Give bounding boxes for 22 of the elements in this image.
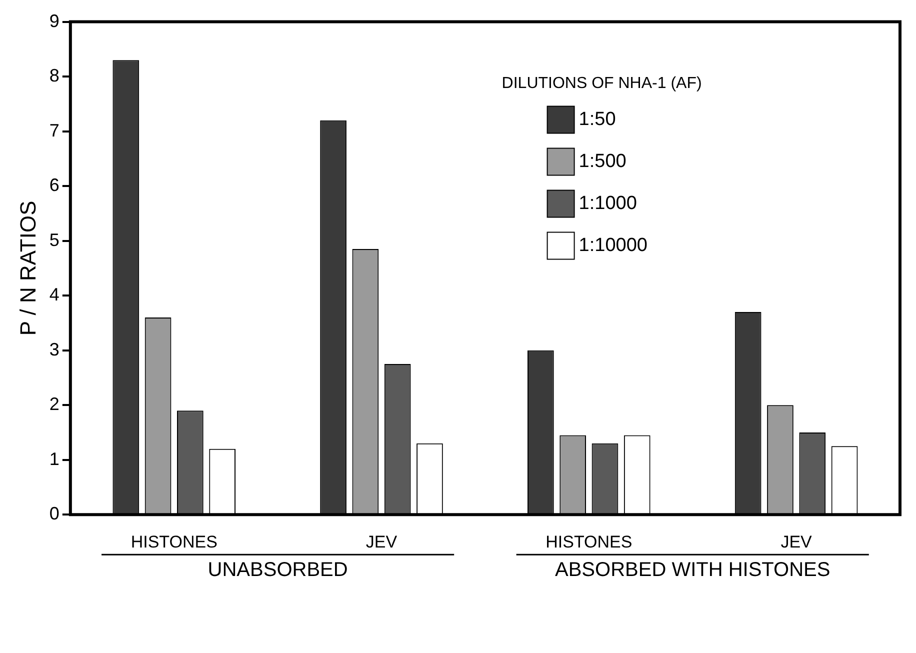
x-tick-label: JEV bbox=[366, 532, 398, 552]
y-tick-label: 3 bbox=[49, 339, 60, 360]
x-tick-label: JEV bbox=[780, 532, 813, 552]
text: UNABSORBED bbox=[208, 559, 348, 582]
x-tick-label: HISTONES bbox=[546, 532, 632, 552]
y-tick-label: 1 bbox=[49, 448, 60, 469]
legend-label: 1:1000 bbox=[578, 193, 637, 214]
y-axis-title: P / N RATIOS bbox=[15, 200, 40, 336]
y-tick-label: 7 bbox=[49, 120, 60, 140]
legend-label: 1:50 bbox=[578, 109, 616, 130]
x-tick-label: HISTONES bbox=[130, 532, 218, 552]
legend-label: 1:10000 bbox=[578, 235, 648, 256]
y-tick-label: 0 bbox=[49, 504, 60, 524]
legend-label: 1:500 bbox=[578, 151, 626, 172]
y-tick-label: 6 bbox=[49, 175, 60, 196]
legend-title: DILUTIONS OF NHA-1 (AF) bbox=[502, 75, 702, 92]
text: ABSORBED WITH HISTONES bbox=[554, 559, 830, 582]
y-tick-label: 5 bbox=[49, 230, 60, 250]
y-tick-label: 4 bbox=[49, 284, 60, 305]
y-tick-label: 2 bbox=[49, 394, 60, 414]
y-tick-label: 8 bbox=[49, 66, 60, 86]
y-tick-label: 9 bbox=[49, 10, 60, 31]
